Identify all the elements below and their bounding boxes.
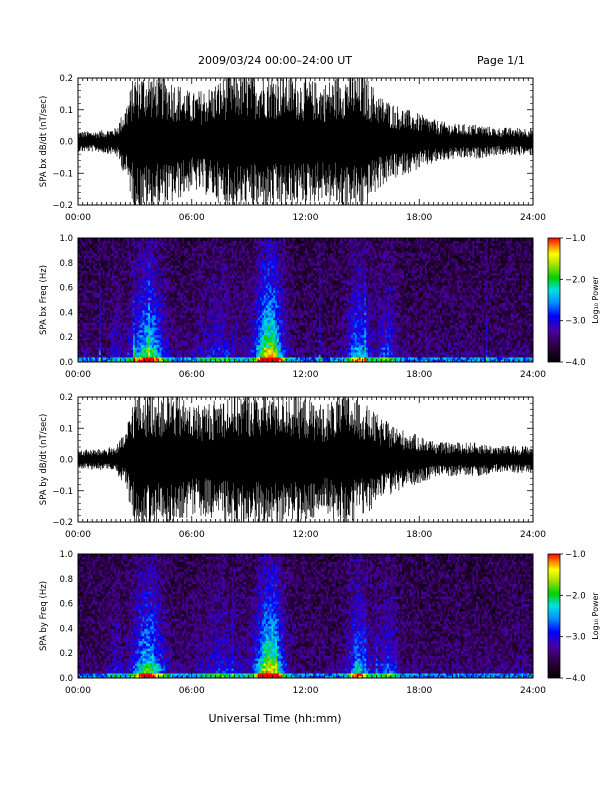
x-tick-label: 12:00 xyxy=(293,213,319,223)
x-tick-label: 18:00 xyxy=(406,213,432,223)
panels: 00:00 06:00 12:00 18:00 24:00 0.2 0.1 0.0 −0.1 −0… xyxy=(39,74,546,696)
y-tick-label: 0.1 xyxy=(59,106,73,116)
x-tick-label: 24:00 xyxy=(520,213,546,223)
y-axis-label: SPA bx dB/dt (nT/sec) xyxy=(39,96,49,188)
plot-title: 2009/03/24 00:00–24:00 UT xyxy=(198,54,352,67)
page-indicator: Page 1/1 xyxy=(477,54,525,67)
panel-1: 00:00 06:00 12:00 18:00 24:00 0.2 0.1 0.0 −0.1 −0… xyxy=(39,74,546,223)
panel-2: 00:00 06:00 12:00 18:00 24:001.00.80.60.40.2… xyxy=(39,234,546,380)
heatmap-cells xyxy=(78,238,533,362)
y-tick-label: −0.2 xyxy=(52,201,73,211)
y-tick-label: 0.0 xyxy=(59,138,73,148)
y-tick-label: 0.2 xyxy=(59,74,73,84)
x-tick-label: 00:00 xyxy=(65,213,91,223)
y-tick-label: −0.1 xyxy=(52,169,73,179)
x-tick-label: 06:00 xyxy=(179,213,205,223)
